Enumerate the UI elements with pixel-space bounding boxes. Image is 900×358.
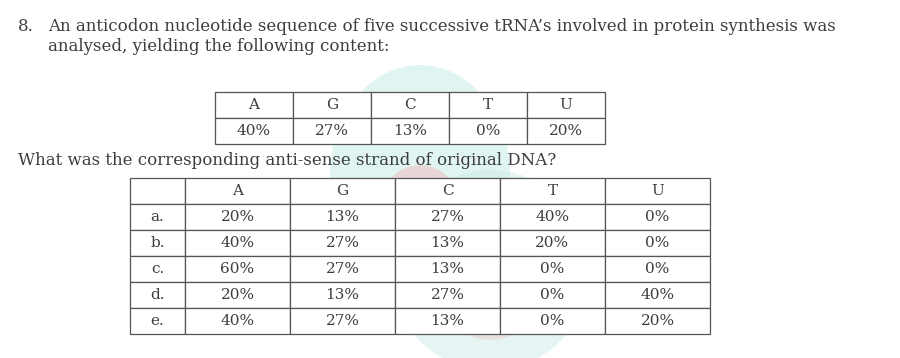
Text: 40%: 40% — [641, 288, 675, 302]
Text: 27%: 27% — [315, 124, 349, 138]
Text: T: T — [547, 184, 558, 198]
Text: e.: e. — [150, 314, 165, 328]
Bar — [605, 204, 710, 230]
Bar — [500, 282, 605, 308]
Text: 13%: 13% — [430, 314, 464, 328]
Text: 13%: 13% — [393, 124, 427, 138]
Bar — [395, 178, 500, 204]
Bar — [293, 118, 371, 144]
Text: 0%: 0% — [540, 262, 564, 276]
Text: c.: c. — [151, 262, 164, 276]
Text: 20%: 20% — [641, 314, 675, 328]
Bar — [395, 230, 500, 256]
Bar — [500, 204, 605, 230]
Bar — [605, 230, 710, 256]
Text: An anticodon nucleotide sequence of five successive tRNA’s involved in protein s: An anticodon nucleotide sequence of five… — [48, 18, 836, 35]
Bar — [500, 308, 605, 334]
Bar — [605, 256, 710, 282]
Bar — [371, 92, 449, 118]
Text: 20%: 20% — [549, 124, 583, 138]
Text: U: U — [651, 184, 664, 198]
Bar — [290, 204, 395, 230]
Text: 13%: 13% — [326, 210, 359, 224]
Text: 20%: 20% — [220, 210, 255, 224]
Bar — [130, 256, 185, 282]
Bar — [605, 178, 710, 204]
Bar — [449, 118, 527, 144]
Bar — [395, 256, 500, 282]
Bar — [215, 92, 293, 118]
Bar — [185, 178, 290, 204]
Bar — [215, 118, 293, 144]
Text: 27%: 27% — [326, 236, 359, 250]
Text: 0%: 0% — [476, 124, 500, 138]
Bar — [527, 118, 605, 144]
Bar — [395, 204, 500, 230]
Text: What was the corresponding anti-sense strand of original DNA?: What was the corresponding anti-sense st… — [18, 152, 556, 169]
Text: U: U — [560, 98, 572, 112]
Bar — [290, 230, 395, 256]
Bar — [130, 230, 185, 256]
Bar — [395, 308, 500, 334]
Bar — [527, 92, 605, 118]
Text: 27%: 27% — [326, 262, 359, 276]
Text: T: T — [483, 98, 493, 112]
Bar — [185, 230, 290, 256]
Text: 13%: 13% — [326, 288, 359, 302]
Text: b.: b. — [150, 236, 165, 250]
Text: 27%: 27% — [430, 288, 464, 302]
Text: 13%: 13% — [430, 262, 464, 276]
Text: A: A — [248, 98, 259, 112]
Ellipse shape — [375, 165, 465, 275]
Text: analysed, yielding the following content:: analysed, yielding the following content… — [48, 38, 390, 55]
Text: A: A — [232, 184, 243, 198]
Text: 0%: 0% — [645, 262, 670, 276]
Bar — [293, 92, 371, 118]
Text: 0%: 0% — [645, 236, 670, 250]
Bar — [290, 282, 395, 308]
Text: 0%: 0% — [540, 314, 564, 328]
Text: G: G — [337, 184, 348, 198]
Bar — [371, 118, 449, 144]
Text: 13%: 13% — [430, 236, 464, 250]
Bar — [130, 308, 185, 334]
Text: 40%: 40% — [220, 314, 255, 328]
Bar — [130, 282, 185, 308]
Text: 27%: 27% — [326, 314, 359, 328]
Bar — [290, 178, 395, 204]
Ellipse shape — [330, 65, 510, 285]
Bar — [130, 178, 185, 204]
Bar — [185, 308, 290, 334]
Text: a.: a. — [150, 210, 165, 224]
Text: 0%: 0% — [645, 210, 670, 224]
Text: 40%: 40% — [237, 124, 271, 138]
Text: 20%: 20% — [220, 288, 255, 302]
Bar — [605, 308, 710, 334]
Bar — [605, 282, 710, 308]
Bar — [185, 204, 290, 230]
Bar — [500, 178, 605, 204]
Text: G: G — [326, 98, 338, 112]
Text: 8.: 8. — [18, 18, 34, 35]
Bar — [395, 282, 500, 308]
Bar — [500, 256, 605, 282]
Text: 60%: 60% — [220, 262, 255, 276]
Bar — [290, 308, 395, 334]
Text: C: C — [442, 184, 454, 198]
Text: 40%: 40% — [536, 210, 570, 224]
Text: 0%: 0% — [540, 288, 564, 302]
Bar — [130, 204, 185, 230]
Text: 20%: 20% — [536, 236, 570, 250]
Text: 40%: 40% — [220, 236, 255, 250]
Text: C: C — [404, 98, 416, 112]
Bar — [500, 230, 605, 256]
Text: 27%: 27% — [430, 210, 464, 224]
Bar — [185, 256, 290, 282]
Bar — [185, 282, 290, 308]
Ellipse shape — [390, 170, 590, 358]
Ellipse shape — [440, 240, 540, 340]
Text: d.: d. — [150, 288, 165, 302]
Bar — [290, 256, 395, 282]
Bar — [449, 92, 527, 118]
